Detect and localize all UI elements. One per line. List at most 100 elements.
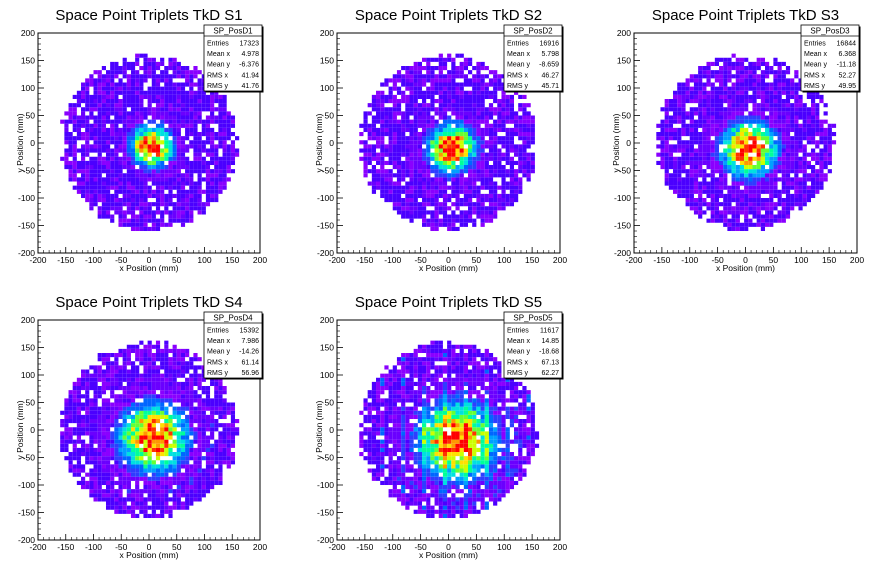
heatmap-cell <box>785 78 791 83</box>
heatmap-cell <box>176 70 181 75</box>
stats-label: Mean x <box>507 51 530 58</box>
heatmap-cell <box>677 82 682 87</box>
heatmap-cell <box>401 140 406 145</box>
heatmap-cell <box>363 140 368 145</box>
heatmap-cell <box>731 152 736 157</box>
heatmap-cell <box>130 202 136 207</box>
heatmap-cell <box>744 103 749 108</box>
stats-label: Entries <box>207 41 229 48</box>
heatmap-cell <box>719 111 724 116</box>
heatmap-cell <box>185 173 190 178</box>
heatmap-cell <box>172 206 177 211</box>
heatmap-cell <box>147 443 152 448</box>
heatmap-cell <box>214 115 219 120</box>
heatmap-cell <box>380 144 385 149</box>
heatmap-cell <box>97 386 102 391</box>
heatmap-cell <box>463 218 469 223</box>
heatmap-cell <box>210 132 215 137</box>
heatmap-cell <box>392 160 397 166</box>
heatmap-cell <box>468 119 473 124</box>
heatmap-cell <box>97 443 102 448</box>
heatmap-cell <box>689 156 694 161</box>
heatmap-cell <box>210 169 215 174</box>
heatmap-cell <box>706 202 711 207</box>
heatmap-cell <box>451 202 456 207</box>
heatmap-cell <box>693 119 699 124</box>
heatmap-cell <box>197 119 202 124</box>
heatmap-cell <box>509 160 515 166</box>
heatmap-cell <box>114 472 119 477</box>
heatmap-cell <box>168 357 173 362</box>
heatmap-cell <box>367 132 372 137</box>
heatmap-cell <box>660 136 665 141</box>
heatmap-cell <box>205 173 211 178</box>
heatmap-cell <box>168 185 173 190</box>
heatmap-cell <box>85 78 90 83</box>
heatmap-cell <box>765 61 770 67</box>
heatmap-cell <box>442 140 448 145</box>
heatmap-cell <box>205 169 211 174</box>
heatmap-cell <box>93 136 98 141</box>
heatmap-cell <box>164 427 169 432</box>
heatmap-cell <box>72 456 77 461</box>
heatmap-cell <box>143 173 148 178</box>
heatmap-cell <box>739 202 745 207</box>
heatmap-cell <box>526 111 531 116</box>
heatmap-cell <box>151 344 156 349</box>
heatmap-cell <box>168 394 173 399</box>
heatmap-cell <box>60 439 65 444</box>
heatmap-cell <box>130 439 136 444</box>
heatmap-cell <box>664 160 669 166</box>
heatmap-cell <box>392 206 397 211</box>
heatmap-cell <box>430 78 435 83</box>
heatmap-cell <box>155 480 161 486</box>
heatmap-cell <box>422 193 427 199</box>
heatmap-cell <box>455 136 460 141</box>
heatmap-cell <box>409 165 414 170</box>
heatmap-cell <box>480 218 485 223</box>
heatmap-cell <box>193 144 198 149</box>
heatmap-cell <box>122 447 127 453</box>
heatmap-cell <box>205 189 211 194</box>
heatmap-cell <box>719 214 724 219</box>
heatmap-cell <box>681 90 686 95</box>
heatmap-cell <box>126 464 131 469</box>
heatmap-cell <box>155 156 161 161</box>
heatmap-cell <box>459 132 464 137</box>
heatmap-cell <box>405 189 410 194</box>
heatmap-cell <box>371 156 377 161</box>
heatmap-cell <box>409 210 414 215</box>
heatmap-cell <box>168 177 173 182</box>
heatmap-cell <box>164 353 169 358</box>
heatmap-cell <box>480 82 485 87</box>
heatmap-cell <box>752 136 757 141</box>
heatmap-cell <box>426 152 431 157</box>
heatmap-cell <box>85 381 90 387</box>
heatmap-cell <box>135 414 140 420</box>
heatmap-cell <box>689 111 694 116</box>
heatmap-cell <box>164 472 169 477</box>
heatmap-cell <box>777 74 782 79</box>
heatmap-cell <box>93 414 98 420</box>
heatmap-cell <box>168 86 173 91</box>
heatmap-cell <box>97 127 102 133</box>
heatmap-cell <box>201 148 206 153</box>
heatmap-cell <box>823 177 828 182</box>
heatmap-cell <box>681 193 686 199</box>
heatmap-cell <box>484 218 489 223</box>
heatmap-cell <box>85 373 90 378</box>
heatmap-cell <box>143 189 148 194</box>
heatmap-cell <box>426 173 431 178</box>
heatmap-cell <box>735 136 740 141</box>
heatmap-cell <box>677 144 682 149</box>
heatmap-cell <box>388 136 393 141</box>
heatmap-cell <box>756 107 761 112</box>
heatmap-cell <box>798 148 803 153</box>
heatmap-cell <box>89 447 94 453</box>
heatmap-cell <box>693 169 699 174</box>
heatmap-cell <box>739 193 745 199</box>
heatmap-cell <box>160 423 165 428</box>
heatmap-cell <box>197 202 202 207</box>
heatmap-cell <box>130 218 136 223</box>
